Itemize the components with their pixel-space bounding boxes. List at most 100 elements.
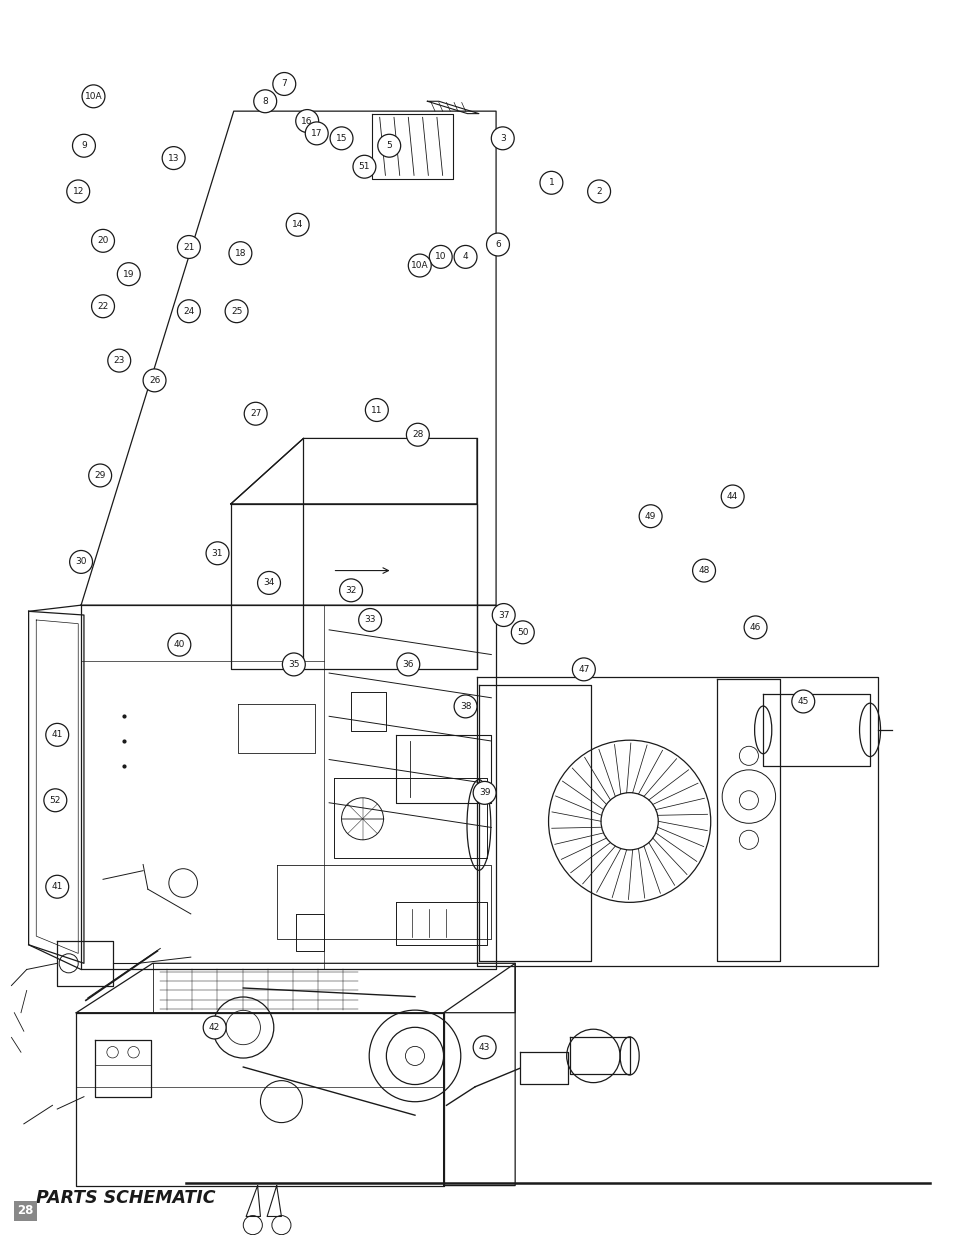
Circle shape bbox=[257, 572, 280, 594]
Circle shape bbox=[162, 147, 185, 169]
Text: 33: 33 bbox=[364, 615, 375, 625]
Text: 10A: 10A bbox=[85, 91, 102, 101]
Text: 43: 43 bbox=[478, 1042, 490, 1052]
Text: 37: 37 bbox=[497, 610, 509, 620]
Circle shape bbox=[286, 214, 309, 236]
Circle shape bbox=[539, 172, 562, 194]
Text: 17: 17 bbox=[311, 128, 322, 138]
Text: 2: 2 bbox=[596, 186, 601, 196]
Circle shape bbox=[282, 653, 305, 676]
Text: 10: 10 bbox=[435, 252, 446, 262]
Text: 20: 20 bbox=[97, 236, 109, 246]
Text: 8: 8 bbox=[262, 96, 268, 106]
Text: 11: 11 bbox=[371, 405, 382, 415]
Circle shape bbox=[511, 621, 534, 643]
Circle shape bbox=[492, 604, 515, 626]
Text: 21: 21 bbox=[183, 242, 194, 252]
Circle shape bbox=[273, 73, 295, 95]
Circle shape bbox=[720, 485, 743, 508]
Circle shape bbox=[377, 135, 400, 157]
Circle shape bbox=[91, 230, 114, 252]
Circle shape bbox=[330, 127, 353, 149]
Circle shape bbox=[143, 369, 166, 391]
Text: 44: 44 bbox=[726, 492, 738, 501]
Text: 47: 47 bbox=[578, 664, 589, 674]
Text: 29: 29 bbox=[94, 471, 106, 480]
Circle shape bbox=[639, 505, 661, 527]
Text: 3: 3 bbox=[499, 133, 505, 143]
Circle shape bbox=[244, 403, 267, 425]
Text: 27: 27 bbox=[250, 409, 261, 419]
Circle shape bbox=[177, 300, 200, 322]
Text: 15: 15 bbox=[335, 133, 347, 143]
Circle shape bbox=[89, 464, 112, 487]
Circle shape bbox=[408, 254, 431, 277]
Text: 5: 5 bbox=[386, 141, 392, 151]
Text: 32: 32 bbox=[345, 585, 356, 595]
Circle shape bbox=[339, 579, 362, 601]
Circle shape bbox=[429, 246, 452, 268]
Circle shape bbox=[491, 127, 514, 149]
Circle shape bbox=[791, 690, 814, 713]
Circle shape bbox=[46, 724, 69, 746]
Circle shape bbox=[358, 609, 381, 631]
Text: 4: 4 bbox=[462, 252, 468, 262]
Text: 26: 26 bbox=[149, 375, 160, 385]
Text: 25: 25 bbox=[231, 306, 242, 316]
Text: 51: 51 bbox=[358, 162, 370, 172]
Text: 6: 6 bbox=[495, 240, 500, 249]
Text: 18: 18 bbox=[234, 248, 246, 258]
Text: 10A: 10A bbox=[411, 261, 428, 270]
Text: 22: 22 bbox=[97, 301, 109, 311]
Circle shape bbox=[396, 653, 419, 676]
Text: 13: 13 bbox=[168, 153, 179, 163]
Circle shape bbox=[295, 110, 318, 132]
Circle shape bbox=[168, 634, 191, 656]
Text: 40: 40 bbox=[173, 640, 185, 650]
Circle shape bbox=[72, 135, 95, 157]
Text: 31: 31 bbox=[212, 548, 223, 558]
Text: 23: 23 bbox=[113, 356, 125, 366]
Circle shape bbox=[406, 424, 429, 446]
Circle shape bbox=[91, 295, 114, 317]
Circle shape bbox=[203, 1016, 226, 1039]
Text: 41: 41 bbox=[51, 730, 63, 740]
Text: 49: 49 bbox=[644, 511, 656, 521]
Text: 30: 30 bbox=[75, 557, 87, 567]
Text: 9: 9 bbox=[81, 141, 87, 151]
Text: 35: 35 bbox=[288, 659, 299, 669]
Circle shape bbox=[454, 246, 476, 268]
Text: 19: 19 bbox=[123, 269, 134, 279]
Text: 16: 16 bbox=[301, 116, 313, 126]
Text: 42: 42 bbox=[209, 1023, 220, 1032]
Text: 14: 14 bbox=[292, 220, 303, 230]
Circle shape bbox=[44, 789, 67, 811]
Circle shape bbox=[67, 180, 90, 203]
Text: 24: 24 bbox=[183, 306, 194, 316]
Text: 1: 1 bbox=[548, 178, 554, 188]
Text: 39: 39 bbox=[478, 788, 490, 798]
Circle shape bbox=[743, 616, 766, 638]
Circle shape bbox=[225, 300, 248, 322]
Circle shape bbox=[82, 85, 105, 107]
Text: 28: 28 bbox=[17, 1204, 33, 1218]
Circle shape bbox=[229, 242, 252, 264]
Text: 28: 28 bbox=[412, 430, 423, 440]
Text: 48: 48 bbox=[698, 566, 709, 576]
Text: 41: 41 bbox=[51, 882, 63, 892]
Circle shape bbox=[572, 658, 595, 680]
Text: 45: 45 bbox=[797, 697, 808, 706]
Circle shape bbox=[253, 90, 276, 112]
Text: 7: 7 bbox=[281, 79, 287, 89]
Circle shape bbox=[365, 399, 388, 421]
Text: 12: 12 bbox=[72, 186, 84, 196]
Circle shape bbox=[46, 876, 69, 898]
Text: 36: 36 bbox=[402, 659, 414, 669]
Circle shape bbox=[353, 156, 375, 178]
Circle shape bbox=[305, 122, 328, 144]
Circle shape bbox=[117, 263, 140, 285]
Circle shape bbox=[486, 233, 509, 256]
Text: 34: 34 bbox=[263, 578, 274, 588]
Circle shape bbox=[473, 1036, 496, 1058]
Circle shape bbox=[70, 551, 92, 573]
